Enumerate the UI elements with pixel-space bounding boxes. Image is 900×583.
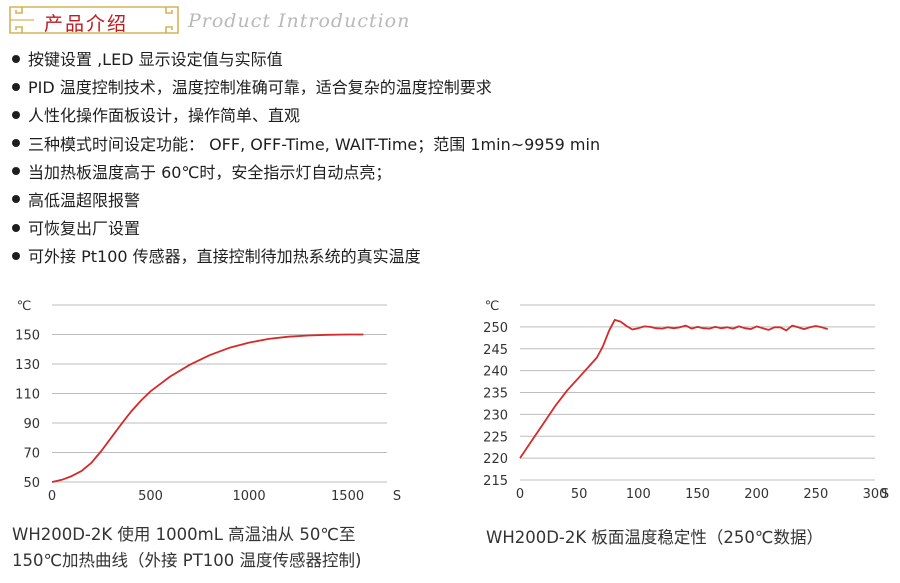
x-tick-label: 150 xyxy=(685,487,710,502)
title-cn: 产品介绍 xyxy=(44,13,129,35)
y-tick-label: 130 xyxy=(15,358,40,373)
x-tick-label: 100 xyxy=(626,487,651,502)
bullet-icon xyxy=(12,82,20,91)
x-tick-label: 0 xyxy=(48,489,56,504)
feature-item: 三种模式时间设定功能： OFF, OFF-Time, WAIT-Time；范围 … xyxy=(12,131,600,159)
x-tick-label: 50 xyxy=(571,487,588,502)
feature-item: 按键设置 ,LED 显示设定值与实际值 xyxy=(12,46,600,74)
header-frame xyxy=(9,6,179,34)
bullet-icon xyxy=(12,139,20,148)
bullet-icon xyxy=(12,251,20,260)
x-unit-label: S xyxy=(881,487,889,502)
series-line xyxy=(519,319,828,459)
feature-item: 可恢复出厂设置 xyxy=(12,215,600,243)
y-tick-label: 220 xyxy=(483,452,508,467)
bullet-icon xyxy=(12,195,20,204)
y-tick-label: 240 xyxy=(483,365,508,380)
y-tick-label: 230 xyxy=(483,408,508,423)
caption-line: WH200D-2K 使用 1000mL 高温油从 50℃至 xyxy=(12,525,356,544)
stability-chart: 215 220 225 230 235 240 245 250 ℃ 0 50 100 150 200 250… xyxy=(483,299,889,502)
x-tick-label: 500 xyxy=(138,489,163,504)
y-tick-label: 225 xyxy=(483,430,508,445)
y-tick-label: 150 xyxy=(15,329,40,344)
bullet-icon xyxy=(12,167,20,176)
y-tick-label: 250 xyxy=(483,321,508,336)
bullet-icon xyxy=(12,54,20,63)
stability-caption: WH200D-2K 板面温度稳定性（250℃数据） xyxy=(486,525,823,551)
x-tick-label: 200 xyxy=(744,487,769,502)
y-tick-label: 70 xyxy=(23,447,40,462)
feature-list: 按键设置 ,LED 显示设定值与实际值 PID 温度控制技术，温度控制准确可靠，… xyxy=(12,46,600,272)
feature-item: 当加热板温度高于 60℃时，安全指示灯自动点亮； xyxy=(12,159,600,187)
caption-line: WH200D-2K 板面温度稳定性（250℃数据） xyxy=(486,528,823,547)
x-tick-label: 1500 xyxy=(331,489,364,504)
feature-item: PID 温度控制技术，温度控制准确可靠，适合复杂的温度控制要求 xyxy=(12,74,600,102)
section-header: 产品介绍 Product Introduction xyxy=(8,4,438,35)
caption-line: 150℃加热曲线（外接 PT100 温度传感器控制) xyxy=(12,551,362,570)
x-tick-label: 300 xyxy=(863,487,888,502)
feature-item: 人性化操作面板设计，操作简单、直观 xyxy=(12,102,600,130)
y-tick-label: 235 xyxy=(483,387,508,402)
x-tick-label: 0 xyxy=(516,487,524,502)
y-unit-label: ℃ xyxy=(485,299,500,314)
bullet-icon xyxy=(12,223,20,232)
y-unit-label: ℃ xyxy=(17,299,32,314)
y-tick-label: 215 xyxy=(483,474,508,489)
y-tick-label: 245 xyxy=(483,343,508,358)
feature-item: 可外接 Pt100 传感器，直接控制待加热系统的真实温度 xyxy=(12,243,600,271)
feature-item: 高低温超限报警 xyxy=(12,187,600,215)
x-unit-label: S xyxy=(393,489,401,504)
heating-curve-chart: 50 70 90 110 130 150 ℃ 0 500 1000 1500 S xyxy=(15,299,401,504)
y-tick-label: 90 xyxy=(23,417,40,432)
x-tick-label: 1000 xyxy=(233,489,266,504)
bullet-icon xyxy=(12,110,20,119)
y-tick-label: 50 xyxy=(23,476,40,491)
y-tick-label: 110 xyxy=(15,388,40,403)
heating-curve-caption: WH200D-2K 使用 1000mL 高温油从 50℃至 150℃加热曲线（外… xyxy=(12,522,361,574)
series-line xyxy=(51,333,364,483)
title-en: Product Introduction xyxy=(188,10,411,32)
x-tick-label: 250 xyxy=(803,487,828,502)
